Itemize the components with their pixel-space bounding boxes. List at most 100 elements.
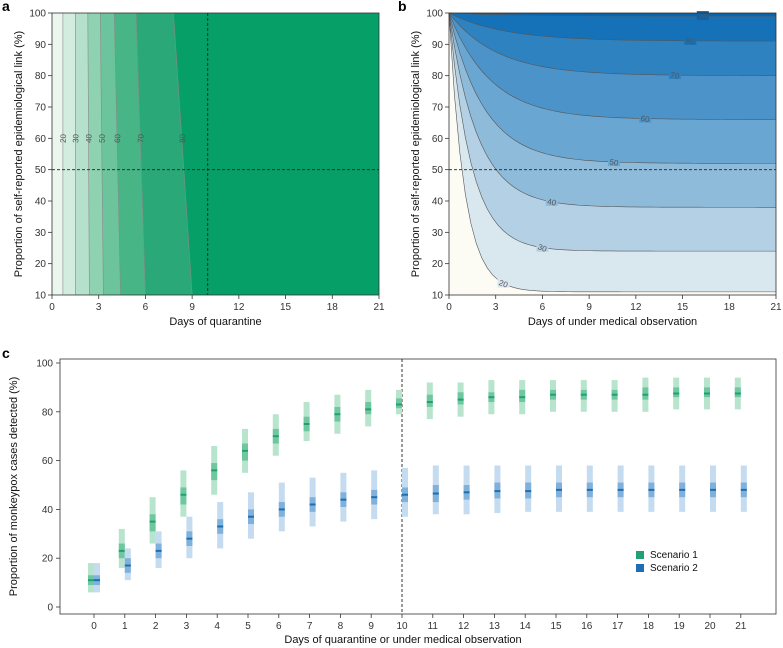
panel-c-series2-median-point [586, 488, 593, 491]
panel-c-series2-median-point [494, 490, 501, 493]
panel-c-x-tick-label: 7 [307, 621, 313, 632]
panel-a-contour-chart: 20 30 40 50 60 70 800 3 6 9 12 15 18 2110203040506070… [13, 9, 385, 329]
panel-b-x-tick-label: 0 [446, 302, 452, 313]
panel-c-series1-ci50-bar [519, 389, 526, 403]
panel-c-x-axis-label: Days of quarantine or under medical obse… [284, 634, 521, 646]
panel-c-x-tick-label: 10 [396, 621, 408, 632]
panel-b-x-axis-label: Days of under medical observation [528, 316, 697, 328]
panel-a-contour-label: 20 [59, 133, 68, 143]
panel-c-series1-ci50-bar [426, 394, 433, 407]
panel-b-y-tick-label: 70 [432, 103, 444, 114]
panel-c-series1-ci50-bar [365, 402, 372, 415]
panel-b-contour-label: 50 [609, 157, 620, 168]
panel-b-contour-label-bg [684, 35, 697, 45]
panel-a-x-tick-label: 12 [233, 302, 245, 313]
panel-c-series2-median-point [740, 488, 747, 491]
panel-c-x-tick-label: 11 [428, 621, 439, 632]
panel-c-series2-median-point [248, 515, 254, 518]
panel-b-x-tick-label: 6 [540, 302, 546, 313]
panel-c-series2-median-point [617, 488, 624, 491]
panel-c-series2-median-point [278, 508, 285, 511]
panel-c-series2-median-point [432, 492, 439, 495]
panel-a-contour-line [173, 12, 193, 296]
panel-c-x-tick-label: 2 [153, 621, 159, 632]
panel-c-series1-median-point [365, 408, 372, 411]
panel-a-x-tick-label: 0 [49, 302, 55, 313]
panel-b-contour-label-bg [545, 196, 558, 206]
panel-a-y-tick-label: 10 [35, 291, 47, 302]
panel-b-contour-chart: 20 30 40 50 60 70 80 90 0 3 6 9 12 15 18 21 10 20 30 40 50 60… [410, 9, 782, 329]
panel-c-series2-median-point [340, 498, 347, 501]
panel-c-y-axis-label: Proportion of monkeypox cases detected (… [8, 377, 20, 597]
panel-a-x-tick-label: 3 [96, 302, 102, 313]
panel-b-y-tick-label: 100 [426, 9, 443, 20]
panel-c-x-tick-label: 0 [91, 621, 97, 632]
panel-label-b: b [398, 0, 407, 14]
panel-c-x-tick-label: 5 [245, 621, 251, 632]
panel-c-series2-median-point [124, 564, 131, 567]
panel-c-x-tick-label: 1 [122, 621, 128, 632]
panel-a-y-tick-label: 40 [35, 197, 47, 208]
panel-c-series2-median-point [155, 549, 162, 552]
panel-c-x-tick-label: 15 [550, 621, 562, 632]
panel-b-x-tick-label: 18 [724, 302, 736, 313]
panel-a-y-tick-label: 70 [35, 103, 47, 114]
panel-b-y-tick-label: 90 [432, 40, 444, 51]
panel-c-series1-median-point [673, 392, 680, 395]
panel-b-y-tick-label: 10 [432, 291, 444, 302]
panel-c-series1-median-point [334, 413, 341, 416]
panel-c-series1-median-point [642, 393, 649, 396]
panel-a-y-tick-label: 20 [35, 259, 47, 270]
panel-c-series2-median-point [648, 488, 655, 491]
panel-c-series1-median-point [118, 549, 125, 552]
panel-c-series1-median-point [396, 403, 402, 406]
panel-b-contour-label-bg [696, 11, 709, 21]
panel-c-y-tick-label: 20 [42, 554, 54, 565]
panel-b-y-tick-label: 60 [432, 134, 444, 145]
panel-c-series1-ci50-bar [642, 387, 649, 400]
panel-c-x-tick-label: 14 [520, 621, 532, 632]
panel-c-y-tick-label: 40 [42, 505, 54, 516]
panel-b-x-tick-label: 15 [677, 302, 689, 313]
panel-c-series1-median-point [488, 396, 495, 399]
panel-c-series2-median-point [402, 493, 408, 496]
panel-b-x-tick-label: 9 [586, 302, 592, 313]
panel-b-contour-line [448, 12, 777, 208]
panel-b-y-tick-label: 40 [432, 197, 444, 208]
panel-c-x-tick-label: 18 [643, 621, 655, 632]
panel-b-contour-label-bg [608, 157, 621, 167]
panel-c-y-tick-label: 0 [47, 603, 53, 614]
legend-swatch-scenario-1 [636, 551, 644, 559]
panel-c-x-tick-label: 8 [338, 621, 344, 632]
panel-c-y-tick-label: 80 [42, 407, 54, 418]
panel-a-contour-label: 80 [178, 133, 187, 143]
panel-a-x-tick-label: 9 [189, 302, 195, 313]
panel-a-contour-line [135, 12, 146, 296]
panel-c-series1-median-point [242, 449, 248, 452]
panel-b-y-axis-label: Proportion of self-reported epidemiologi… [410, 31, 422, 277]
panel-c-series1-median-point [426, 401, 433, 404]
panel-c-series1-ci50-bar [149, 514, 156, 532]
panel-c-x-tick-label: 21 [735, 621, 747, 632]
panel-a-contour-label: 50 [98, 133, 107, 143]
panel-c-x-tick-label: 6 [276, 621, 282, 632]
panel-c-series2-median-point [525, 490, 532, 493]
panel-b-contour-line [448, 12, 777, 42]
panel-b-contour-label-bg [639, 113, 652, 123]
panel-c-series1-ci50-bar [211, 463, 218, 481]
panel-a-y-tick-label: 90 [35, 40, 47, 51]
panel-b-contour-line [448, 12, 777, 252]
panel-c-plot-frame [59, 358, 777, 615]
panel-b-contour-label: 60 [640, 114, 651, 125]
panel-c-series1-ci50-bar [704, 387, 710, 398]
panel-c-series1-ci50-bar [673, 387, 680, 398]
panel-c-series2-median-point [463, 491, 470, 494]
panel-b-region [449, 13, 776, 17]
panel-a-y-tick-label: 30 [35, 228, 47, 239]
legend-label-scenario-1: Scenario 1 [650, 550, 698, 561]
panel-b-contour-label: 20 [498, 278, 510, 290]
panel-label-c: c [2, 345, 10, 361]
panel-a-contour-line [113, 12, 121, 296]
panel-a-contour-line [87, 12, 90, 296]
